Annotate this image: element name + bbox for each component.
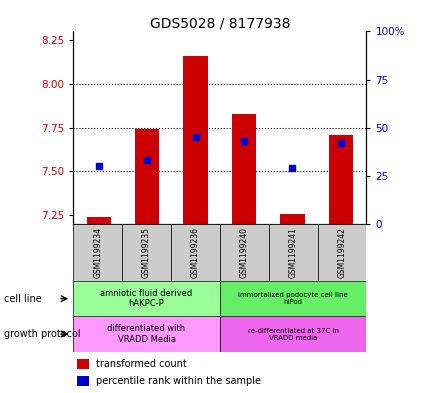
FancyBboxPatch shape xyxy=(219,316,366,352)
Title: GDS5028 / 8177938: GDS5028 / 8177938 xyxy=(149,16,289,30)
Point xyxy=(143,157,150,163)
Bar xyxy=(77,359,89,369)
Point xyxy=(240,138,247,144)
FancyBboxPatch shape xyxy=(73,316,219,352)
Point xyxy=(289,165,295,171)
Text: amniotic fluid derived
hAKPC-P: amniotic fluid derived hAKPC-P xyxy=(100,289,192,309)
Bar xyxy=(280,213,304,224)
Text: GSM1199236: GSM1199236 xyxy=(190,227,200,278)
FancyBboxPatch shape xyxy=(268,224,317,281)
FancyBboxPatch shape xyxy=(73,224,122,281)
Bar xyxy=(183,56,207,224)
Point xyxy=(192,134,199,141)
Text: percentile rank within the sample: percentile rank within the sample xyxy=(96,376,260,386)
FancyBboxPatch shape xyxy=(73,281,219,316)
Text: GSM1199241: GSM1199241 xyxy=(288,227,297,278)
Text: differentiated with
VRADD Media: differentiated with VRADD Media xyxy=(107,324,185,344)
Text: growth protocol: growth protocol xyxy=(4,329,81,339)
FancyBboxPatch shape xyxy=(317,224,365,281)
Point xyxy=(95,163,102,169)
Bar xyxy=(77,376,89,386)
Bar xyxy=(135,129,159,224)
FancyBboxPatch shape xyxy=(171,224,219,281)
FancyBboxPatch shape xyxy=(219,224,268,281)
Bar xyxy=(86,217,111,224)
Text: cell line: cell line xyxy=(4,294,42,304)
Bar xyxy=(231,114,255,224)
Text: GSM1199240: GSM1199240 xyxy=(239,227,248,278)
Text: immortalized podocyte cell line
hIPod: immortalized podocyte cell line hIPod xyxy=(238,292,347,305)
Text: transformed count: transformed count xyxy=(96,358,186,369)
Text: GSM1199235: GSM1199235 xyxy=(142,227,150,278)
Bar xyxy=(328,135,352,224)
Text: re-differentiated at 37C in
VRADD media: re-differentiated at 37C in VRADD media xyxy=(247,327,338,341)
FancyBboxPatch shape xyxy=(219,281,366,316)
FancyBboxPatch shape xyxy=(122,224,171,281)
Text: GSM1199242: GSM1199242 xyxy=(337,227,346,278)
Point xyxy=(337,140,344,146)
Text: GSM1199234: GSM1199234 xyxy=(93,227,102,278)
